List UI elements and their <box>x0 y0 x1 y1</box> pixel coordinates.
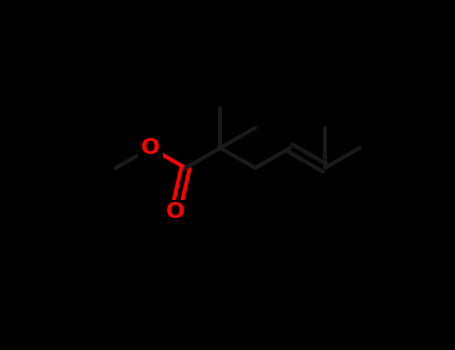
Text: O: O <box>141 138 160 158</box>
Text: O: O <box>166 202 185 222</box>
